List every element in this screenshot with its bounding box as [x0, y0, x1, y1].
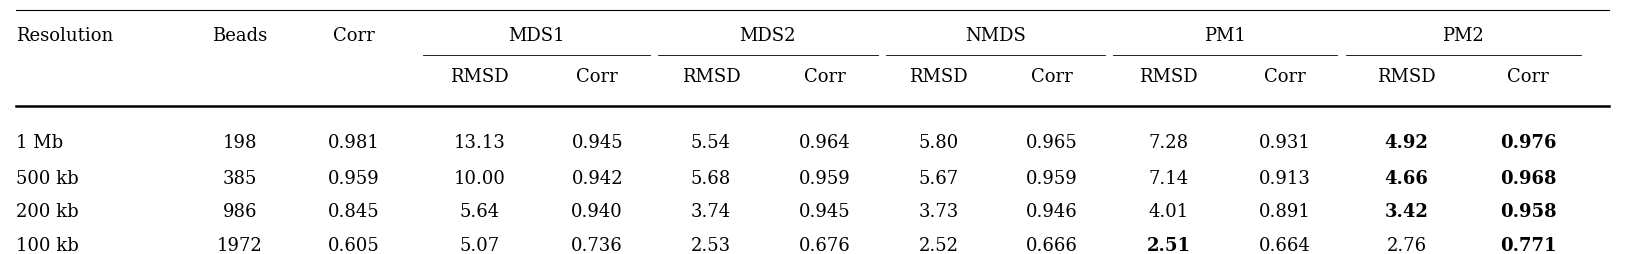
Text: 4.92: 4.92 — [1384, 133, 1428, 151]
Text: 0.959: 0.959 — [1027, 169, 1077, 187]
Text: 986: 986 — [223, 202, 257, 220]
Text: RMSD: RMSD — [1376, 67, 1436, 85]
Text: RMSD: RMSD — [681, 67, 741, 85]
Text: 0.945: 0.945 — [800, 202, 850, 220]
Text: 0.845: 0.845 — [328, 202, 379, 220]
Text: 500 kb: 500 kb — [16, 169, 80, 187]
Text: MDS2: MDS2 — [739, 27, 796, 44]
Text: 2.51: 2.51 — [1146, 236, 1191, 254]
Text: 0.771: 0.771 — [1500, 236, 1557, 254]
Text: 5.80: 5.80 — [918, 133, 959, 151]
Text: Corr: Corr — [804, 67, 845, 85]
Text: 0.666: 0.666 — [1027, 236, 1077, 254]
Text: 0.942: 0.942 — [572, 169, 622, 187]
Text: 0.959: 0.959 — [328, 169, 379, 187]
Text: 13.13: 13.13 — [453, 133, 505, 151]
Text: 0.664: 0.664 — [1259, 236, 1310, 254]
Text: 1 Mb: 1 Mb — [16, 133, 63, 151]
Text: 385: 385 — [223, 169, 257, 187]
Text: 3.74: 3.74 — [691, 202, 731, 220]
Text: 5.67: 5.67 — [918, 169, 959, 187]
Text: 4.66: 4.66 — [1384, 169, 1428, 187]
Text: PM2: PM2 — [1443, 27, 1484, 44]
Text: PM1: PM1 — [1204, 27, 1246, 44]
Text: 2.53: 2.53 — [691, 236, 731, 254]
Text: Resolution: Resolution — [16, 27, 114, 44]
Text: 2.52: 2.52 — [918, 236, 959, 254]
Text: 0.959: 0.959 — [800, 169, 850, 187]
Text: 0.965: 0.965 — [1027, 133, 1077, 151]
Text: 0.913: 0.913 — [1259, 169, 1310, 187]
Text: 0.676: 0.676 — [800, 236, 850, 254]
Text: 10.00: 10.00 — [453, 169, 505, 187]
Text: 3.42: 3.42 — [1384, 202, 1428, 220]
Text: 5.68: 5.68 — [691, 169, 731, 187]
Text: 0.945: 0.945 — [572, 133, 622, 151]
Text: 0.968: 0.968 — [1500, 169, 1557, 187]
Text: Corr: Corr — [577, 67, 618, 85]
Text: 4.01: 4.01 — [1149, 202, 1188, 220]
Text: RMSD: RMSD — [908, 67, 968, 85]
Text: 0.946: 0.946 — [1027, 202, 1077, 220]
Text: 0.891: 0.891 — [1259, 202, 1310, 220]
Text: 0.958: 0.958 — [1500, 202, 1557, 220]
Text: 5.54: 5.54 — [691, 133, 731, 151]
Text: 0.976: 0.976 — [1500, 133, 1557, 151]
Text: RMSD: RMSD — [450, 67, 509, 85]
Text: 2.76: 2.76 — [1386, 236, 1427, 254]
Text: 0.940: 0.940 — [572, 202, 622, 220]
Text: Corr: Corr — [1032, 67, 1072, 85]
Text: 0.981: 0.981 — [328, 133, 379, 151]
Text: 5.07: 5.07 — [460, 236, 499, 254]
Text: RMSD: RMSD — [1139, 67, 1198, 85]
Text: 1972: 1972 — [216, 236, 263, 254]
Text: 7.14: 7.14 — [1149, 169, 1188, 187]
Text: Corr: Corr — [1264, 67, 1305, 85]
Text: 0.964: 0.964 — [800, 133, 850, 151]
Text: 5.64: 5.64 — [460, 202, 499, 220]
Text: 200 kb: 200 kb — [16, 202, 80, 220]
Text: Corr: Corr — [333, 27, 374, 44]
Text: NMDS: NMDS — [965, 27, 1025, 44]
Text: Corr: Corr — [1508, 67, 1549, 85]
Text: 0.736: 0.736 — [572, 236, 622, 254]
Text: Beads: Beads — [213, 27, 266, 44]
Text: MDS1: MDS1 — [509, 27, 564, 44]
Text: 100 kb: 100 kb — [16, 236, 80, 254]
Text: 3.73: 3.73 — [918, 202, 959, 220]
Text: 0.605: 0.605 — [328, 236, 379, 254]
Text: 198: 198 — [223, 133, 257, 151]
Text: 0.931: 0.931 — [1259, 133, 1310, 151]
Text: 7.28: 7.28 — [1149, 133, 1188, 151]
